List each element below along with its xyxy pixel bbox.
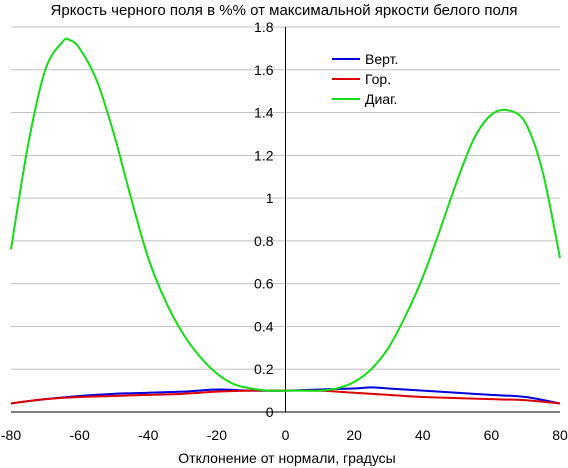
x-tick-label: -40 [138,427,158,443]
x-tick-label: 60 [484,427,500,443]
y-tick-label: 1.2 [254,147,274,163]
y-tick-label: 0.8 [254,233,274,249]
y-tick-label: 1 [266,190,274,206]
tick-labels: 0 0.2 0.4 0.6 0.8 1 1.2 1.4 1.6 1.8 -80 -60 -40 -20 0 2… [1,19,568,443]
y-tick-label: 0.2 [254,361,274,377]
legend-label: Диаг. [365,91,397,107]
axes [11,27,560,413]
x-tick-label: 80 [552,427,568,443]
y-tick-label: 1.8 [254,19,274,35]
x-tick-label: -20 [207,427,227,443]
legend: Верт. Гор. Диаг. [332,51,398,107]
x-tick-label: 40 [415,427,431,443]
x-tick-label: 20 [346,427,362,443]
legend-label: Верт. [365,51,398,67]
y-tick-label: 1.6 [254,62,274,78]
legend-label: Гор. [365,71,391,87]
series-lines [10,37,561,405]
x-axis-label: Отклонение от нормали, градусы [178,450,395,466]
x-tick-label: -80 [1,427,21,443]
series-line-3 [10,37,561,392]
y-tick-label: 1.4 [254,105,274,121]
y-tick-label: 0 [266,404,274,420]
x-tick-label: -60 [70,427,90,443]
y-tick-label: 0.4 [254,318,274,334]
y-tick-label: 0.6 [254,276,274,292]
chart-title: Яркость черного поля в %% от максимально… [51,2,518,19]
x-tick-label: 0 [282,427,290,443]
